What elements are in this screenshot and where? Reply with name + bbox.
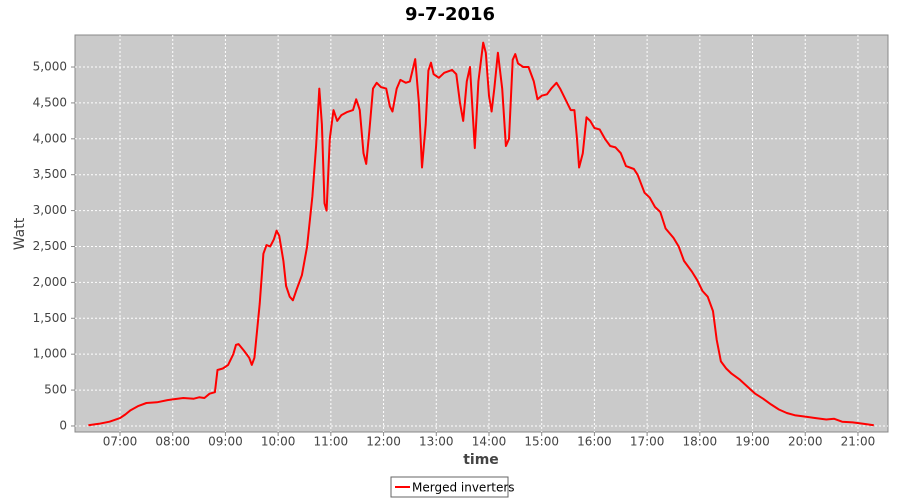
legend bbox=[390, 476, 509, 498]
y-axis-label: Watt bbox=[12, 217, 28, 250]
x-tick-label: 07:00 bbox=[103, 435, 138, 449]
x-tick-label: 10:00 bbox=[261, 435, 296, 449]
y-tick-label: 2,500 bbox=[33, 239, 67, 253]
y-tick-label: 5,000 bbox=[33, 60, 67, 74]
y-tick-label: 0 bbox=[59, 418, 67, 432]
y-tick-label: 2,000 bbox=[33, 275, 67, 289]
x-tick-label: 17:00 bbox=[630, 435, 665, 449]
x-tick-label: 15:00 bbox=[524, 435, 559, 449]
y-tick-label: 3,500 bbox=[33, 167, 67, 181]
x-tick-label: 14:00 bbox=[472, 435, 507, 449]
x-tick-label: 21:00 bbox=[841, 435, 876, 449]
x-tick-label: 09:00 bbox=[208, 435, 243, 449]
y-tick-label: 1,500 bbox=[33, 311, 67, 325]
chart-title: 9-7-2016 bbox=[405, 4, 495, 25]
y-tick-label: 4,000 bbox=[33, 131, 67, 145]
y-tick-label: 1,000 bbox=[33, 347, 67, 361]
x-tick-label: 16:00 bbox=[577, 435, 612, 449]
x-tick-label: 18:00 bbox=[683, 435, 718, 449]
y-tick-label: 3,000 bbox=[33, 203, 67, 217]
legend-label: Merged inverters bbox=[412, 481, 515, 495]
x-tick-label: 19:00 bbox=[735, 435, 770, 449]
x-tick-label: 11:00 bbox=[314, 435, 349, 449]
line-series bbox=[88, 41, 874, 427]
x-tick-label: 20:00 bbox=[788, 435, 823, 449]
y-tick-label: 500 bbox=[44, 383, 67, 397]
plot-area bbox=[74, 34, 889, 433]
x-tick-label: 08:00 bbox=[155, 435, 190, 449]
x-tick-label: 12:00 bbox=[366, 435, 401, 449]
x-tick-label: 13:00 bbox=[419, 435, 454, 449]
y-tick-label: 4,500 bbox=[33, 95, 67, 109]
x-axis-label: time bbox=[463, 452, 499, 468]
